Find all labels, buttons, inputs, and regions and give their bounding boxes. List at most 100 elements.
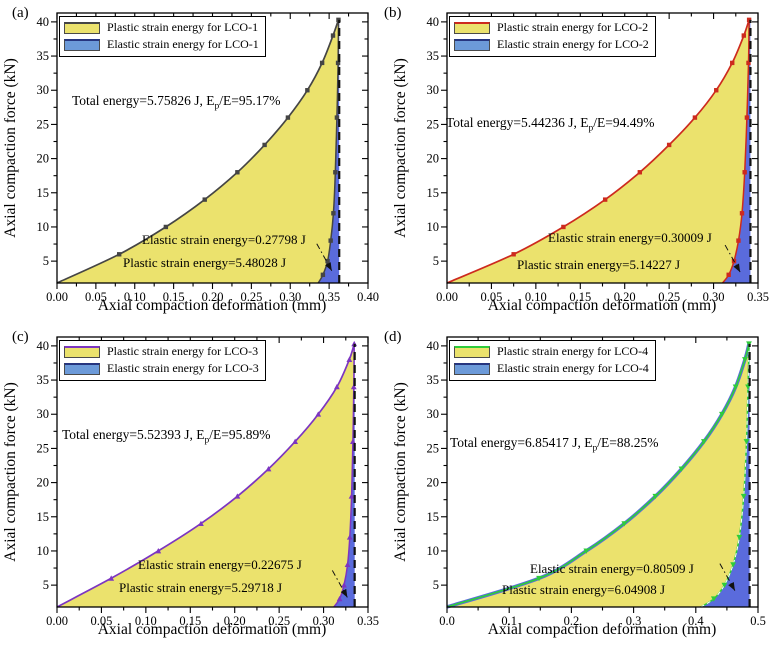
- y-tick-label: 25: [37, 441, 50, 455]
- x-tick-label: 0.00: [436, 290, 458, 304]
- data-marker: [346, 534, 353, 540]
- x-tick-label: 0.25: [658, 290, 680, 304]
- panel-c: (c) Axial compaction force (kN) 0.00 0.05…: [0, 324, 390, 648]
- data-marker: [117, 252, 122, 257]
- data-marker: [666, 142, 672, 148]
- x-tick-label: 0.10: [135, 614, 157, 628]
- plastic-energy-annotation: Plastic strain energy=5.48028 J: [123, 255, 287, 270]
- x-tick-label: 0.20: [614, 290, 636, 304]
- legend-label-elastic: Elastic strain energy for LCO-2: [497, 37, 649, 51]
- data-marker: [746, 17, 752, 23]
- y-tick-label: 25: [37, 117, 50, 131]
- data-marker: [678, 466, 685, 472]
- elastic-swatch-icon: [64, 362, 100, 375]
- data-marker: [108, 575, 115, 581]
- data-marker: [740, 493, 747, 500]
- data-marker: [730, 562, 737, 568]
- y-tick-label: 40: [427, 15, 440, 29]
- data-marker: [350, 383, 357, 390]
- data-marker: [583, 548, 590, 554]
- data-marker: [202, 197, 207, 202]
- legend-row-elastic: Elastic strain energy for LCO-3: [64, 360, 259, 377]
- legend-row-elastic: Elastic strain energy for LCO-2: [454, 36, 649, 53]
- data-marker: [621, 521, 628, 527]
- y-tick-label: 30: [427, 83, 440, 97]
- x-axis-title: Axial compaction deformation (mm): [487, 297, 717, 314]
- data-marker: [198, 520, 204, 527]
- data-marker: [536, 575, 542, 582]
- data-marker: [334, 383, 340, 390]
- legend-label-elastic: Elastic strain energy for LCO-1: [107, 37, 259, 51]
- x-tick-label: 0.00: [46, 290, 68, 304]
- x-tick-label: 0.15: [179, 614, 201, 628]
- y-tick-label: 35: [427, 373, 440, 387]
- y-tick-label: 35: [427, 49, 440, 63]
- y-tick-label: 10: [427, 220, 440, 234]
- data-marker: [336, 17, 341, 23]
- data-marker: [315, 411, 322, 417]
- plastic-swatch-icon: [64, 345, 100, 358]
- data-marker: [349, 438, 356, 444]
- data-marker: [736, 238, 741, 243]
- x-tick-label: 0.25: [240, 290, 262, 304]
- x-tick-label: 0.30: [313, 614, 335, 628]
- y-tick-label: 30: [37, 83, 50, 97]
- legend-row-elastic: Elastic strain energy for LCO-4: [454, 360, 649, 377]
- x-tick-label: 0.15: [569, 290, 591, 304]
- legend-row-plastic: Plastic strain energy for LCO-1: [64, 19, 259, 36]
- y-tick-label: 40: [37, 339, 50, 353]
- y-tick-label: 15: [427, 510, 440, 524]
- y-tick-label: 15: [427, 186, 440, 200]
- data-marker: [328, 238, 333, 243]
- x-tick-label: 0.35: [357, 614, 379, 628]
- x-tick-label: 0.00: [46, 614, 68, 628]
- y-tick-label: 30: [37, 407, 50, 421]
- data-marker: [320, 272, 326, 277]
- x-tick-label: 0.10: [124, 290, 146, 304]
- data-marker: [333, 170, 338, 175]
- data-marker: [341, 582, 347, 588]
- elastic-area: [722, 19, 751, 284]
- x-tick-label: 0.1: [501, 614, 517, 628]
- legend-row-elastic: Elastic strain energy for LCO-1: [64, 36, 259, 53]
- data-marker: [305, 88, 310, 93]
- elastic-energy-annotation: Elastic strain energy=0.30009 J: [548, 230, 712, 245]
- x-tick-label: 0.0: [439, 614, 455, 628]
- x-tick-label: 0.05: [480, 290, 502, 304]
- data-marker: [234, 493, 241, 499]
- panel-label: (b): [384, 5, 402, 21]
- y-tick-label: 10: [37, 220, 50, 234]
- legend-label-plastic: Plastic strain energy for LCO-2: [497, 20, 649, 34]
- panel-b: (b) Axial compaction force (kN) 0.00 0.05…: [384, 0, 780, 324]
- annotation-arrow: [316, 243, 333, 271]
- legend-label-elastic: Elastic strain energy for LCO-4: [497, 361, 649, 375]
- data-marker: [155, 548, 162, 554]
- legend-label-elastic: Elastic strain energy for LCO-3: [107, 361, 259, 375]
- total-energy-annotation: Total energy=6.85417 J, Ep/E=88.25%: [450, 435, 659, 454]
- y-tick-label: 10: [37, 544, 50, 558]
- data-marker: [746, 60, 751, 66]
- plastic-area: [57, 19, 339, 284]
- plot-canvas: 0.00 0.05 0.10 0.15 0.20 0.25 0.30 0.35 5 10 15 20 2…: [37, 336, 379, 628]
- annotation-arrow: [331, 570, 348, 598]
- legend: Plastic strain energy for LCO-4 Elastic …: [449, 340, 656, 381]
- annotation-arrowhead: [325, 262, 332, 271]
- y-axis-title: Axial compaction force (kN): [2, 382, 19, 562]
- x-tick-label: 0.35: [318, 290, 340, 304]
- plastic-energy-annotation: Plastic strain energy=6.04908 J: [502, 582, 666, 597]
- y-tick-label: 25: [427, 117, 440, 131]
- elastic-swatch-icon: [454, 38, 490, 51]
- data-marker: [726, 272, 731, 277]
- x-tick-label: 0.35: [747, 290, 769, 304]
- y-tick-label: 20: [427, 476, 440, 490]
- annotation-arrowhead: [340, 588, 348, 598]
- data-marker: [732, 384, 739, 390]
- y-tick-label: 40: [427, 339, 440, 353]
- elastic-energy-annotation: Elastic strain energy=0.22675 J: [138, 557, 302, 572]
- y-tick-label: 35: [37, 49, 50, 63]
- total-energy-annotation: Total energy=5.75826 J, Ep/E=95.17%: [72, 93, 281, 112]
- data-marker: [235, 170, 240, 175]
- x-axis-title: Axial compaction deformation (mm): [97, 297, 327, 314]
- x-tick-label: 0.30: [279, 290, 301, 304]
